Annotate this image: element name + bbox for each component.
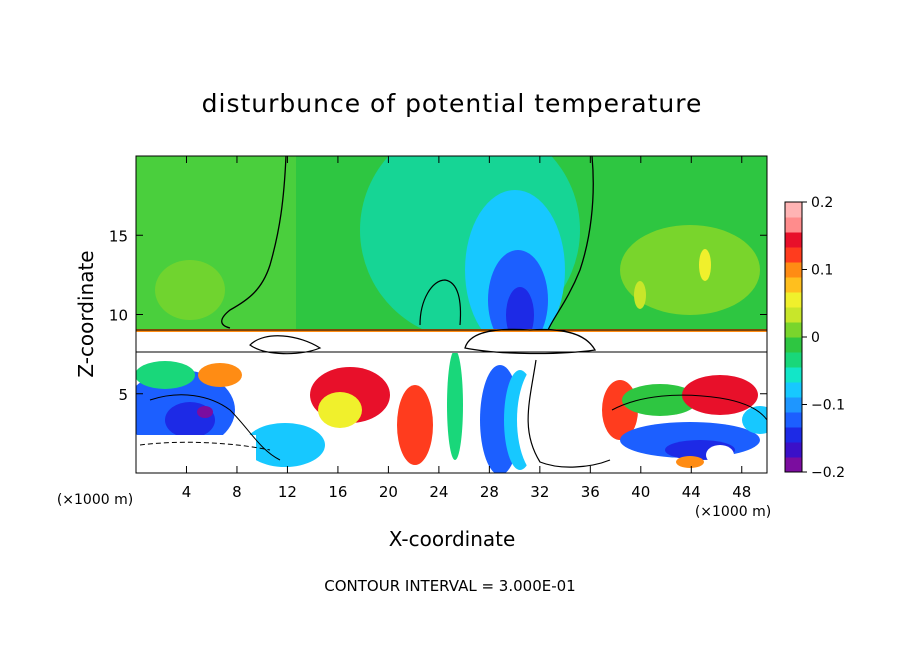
lower-red-2 [397,385,433,465]
contour-line-11 [139,441,271,451]
lower-orange-left [198,363,242,387]
colorbar-swatch [785,322,802,338]
colorbar-tick-label: 0.2 [811,195,833,211]
y-axis-label: Z-coordinate [74,250,98,377]
contour-line-2 [547,156,594,331]
band-lower [136,349,767,353]
lower-green-3 [622,384,698,416]
x-axis-ticks: 4 8 12 16 20 24 28 32 36 40 44 48 [182,156,751,501]
x-tick-label: 24 [429,483,448,501]
lower-cyan-1 [245,423,325,467]
colorbar-swatch [785,382,802,398]
y-axis-ticks: 5 10 15 [109,227,767,404]
upper-warm-patch-1 [620,225,760,315]
upper-warm-patch-4 [155,260,225,320]
x-tick-label: 44 [682,483,701,501]
plot-area [136,156,767,473]
x-tick-label: 40 [631,483,650,501]
lower-green-2 [447,353,463,460]
x-tick-label: 8 [232,483,242,501]
x-tick-label: 12 [278,483,297,501]
colorbar-swatch [785,277,802,293]
upper-warm-patch-2 [699,249,711,281]
x-axis-label: X-coordinate [389,527,516,551]
lower-green-left [136,361,195,389]
colorbar-swatch [785,232,802,248]
contour-interval-note: CONTOUR INTERVAL = 3.000E-01 [324,577,575,595]
colorbar-tick-label: 0.1 [811,263,833,279]
y-tick-label: 15 [109,227,128,245]
colorbar-swatch [785,337,802,353]
contour-line-1 [221,156,287,329]
x-unit-right: (×1000 m) [695,504,771,520]
colorbar-swatch [785,262,802,278]
colorbar: 0.2 0.1 0 −0.1 −0.2 [784,195,845,481]
lower-purple-left [197,406,213,418]
x-tick-label: 32 [530,483,549,501]
colorbar-swatch [785,397,802,413]
colorbar-swatch [785,202,802,218]
lower-white-bottom-mid [540,445,610,473]
contour-line-10 [611,394,767,421]
x-unit-left: (×1000 m) [57,492,133,508]
x-tick-label: 28 [480,483,499,501]
y-tick-label: 10 [109,307,128,325]
contour-line-6 [464,328,597,355]
contour-line-9 [149,394,281,461]
lower-red-4 [682,375,758,415]
x-tick-label: 48 [732,483,751,501]
colorbar-tick-label: −0.2 [811,465,845,481]
lower-cyan-right [742,406,767,434]
colorbar-swatch [785,442,802,458]
colorbar-swatch [785,352,802,368]
lower-white-bottom-left [136,435,256,473]
contour-line-8 [527,359,611,468]
y-tick-label: 5 [118,386,128,404]
x-tick-label: 4 [182,483,192,501]
lower-orange-right [676,456,704,468]
lower-yellow-1 [318,392,362,428]
colorbar-swatch [785,457,802,473]
colorbar-swatch [785,217,802,233]
colorbar-swatch [785,367,802,383]
x-tick-label: 20 [379,483,398,501]
colorbar-swatch [785,247,802,263]
chart-title: disturbunce of potential temperature [202,89,703,118]
upper-warm-patch-3 [634,281,646,309]
contour-line-7 [249,335,322,355]
colorbar-tick-label: −0.1 [811,398,845,414]
colorbar-swatch [785,292,802,308]
colorbar-swatch [785,427,802,443]
x-tick-label: 16 [328,483,347,501]
contour-line-3 [419,279,462,326]
lower-white-blob [706,445,734,465]
x-tick-label: 36 [581,483,600,501]
colorbar-tick-label: 0 [811,330,820,346]
colorbar-swatch [785,412,802,428]
colorbar-swatch [785,307,802,323]
